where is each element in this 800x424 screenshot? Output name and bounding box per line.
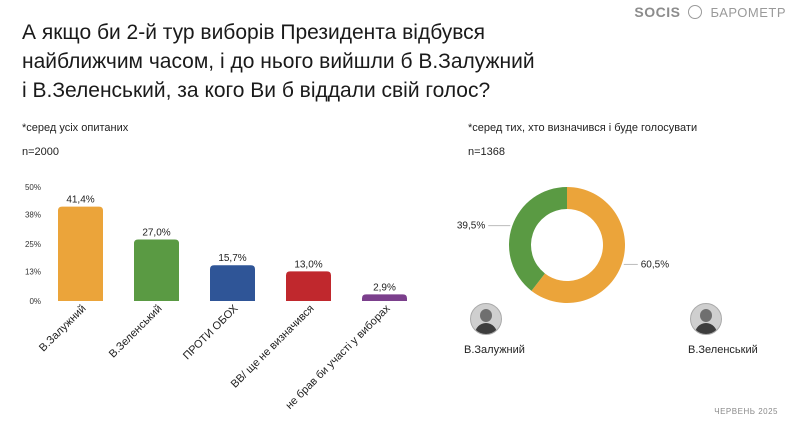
bar-value-label: 27,0%: [142, 227, 170, 238]
category-label: ВВ/ ще не визначився: [229, 303, 317, 391]
bar-value-label: 2,9%: [373, 282, 396, 293]
socis-logo: SOCIS: [634, 4, 681, 20]
brand-name: БАРОМЕТР: [710, 4, 786, 20]
donut-value-label: 39,5%: [457, 221, 485, 232]
candidate-name-zelenskyi: В.Зеленський: [688, 344, 758, 356]
emblem-icon: [688, 5, 703, 19]
donut-slice: [531, 187, 625, 304]
brand-header: SOCIS БАРОМЕТР: [634, 4, 786, 20]
left-sample-note: *серед усіх опитаних: [22, 122, 129, 134]
y-tick-label: 0%: [29, 297, 41, 306]
chart-title: А якщо би 2-й тур виборів Президента від…: [22, 18, 622, 105]
y-tick-label: 25%: [25, 240, 41, 249]
candidate-name-zaluzhnyi: В.Залужний: [464, 344, 525, 356]
right-sample-note: *серед тих, хто визначився і буде голосу…: [468, 122, 698, 134]
bar-value-label: 15,7%: [218, 253, 246, 264]
zelenskyi-photo-icon: [690, 303, 722, 335]
title-line: найближчим часом, і до нього вийшли б В.…: [22, 50, 535, 73]
bar-value-label: 13,0%: [294, 259, 322, 270]
bar: [58, 206, 103, 301]
right-sample-size: n=1368: [468, 146, 506, 158]
bar: [362, 294, 407, 301]
bar-value-label: 41,4%: [66, 195, 94, 206]
bar: [134, 239, 179, 301]
footer-date: ЧЕРВЕНЬ 2025: [714, 407, 778, 416]
donut-slice: [509, 187, 567, 291]
left-sample-size: n=2000: [22, 146, 60, 158]
category-label: В.Залужний: [37, 303, 89, 355]
category-label: ПРОТИ ОБОХ: [181, 302, 241, 362]
bar: [286, 271, 331, 301]
zaluzhnyi-photo-icon: [470, 303, 502, 335]
title-line: А якщо би 2-й тур виборів Президента від…: [22, 21, 486, 44]
bar: [210, 265, 255, 301]
category-label: В.Зеленський: [107, 303, 165, 361]
y-tick-label: 50%: [25, 183, 41, 192]
title-line: і В.Зеленський, за кого Ви б віддали сві…: [22, 79, 491, 102]
donut-value-label: 60,5%: [641, 259, 669, 270]
y-tick-label: 13%: [25, 267, 41, 276]
y-tick-label: 38%: [25, 210, 41, 219]
